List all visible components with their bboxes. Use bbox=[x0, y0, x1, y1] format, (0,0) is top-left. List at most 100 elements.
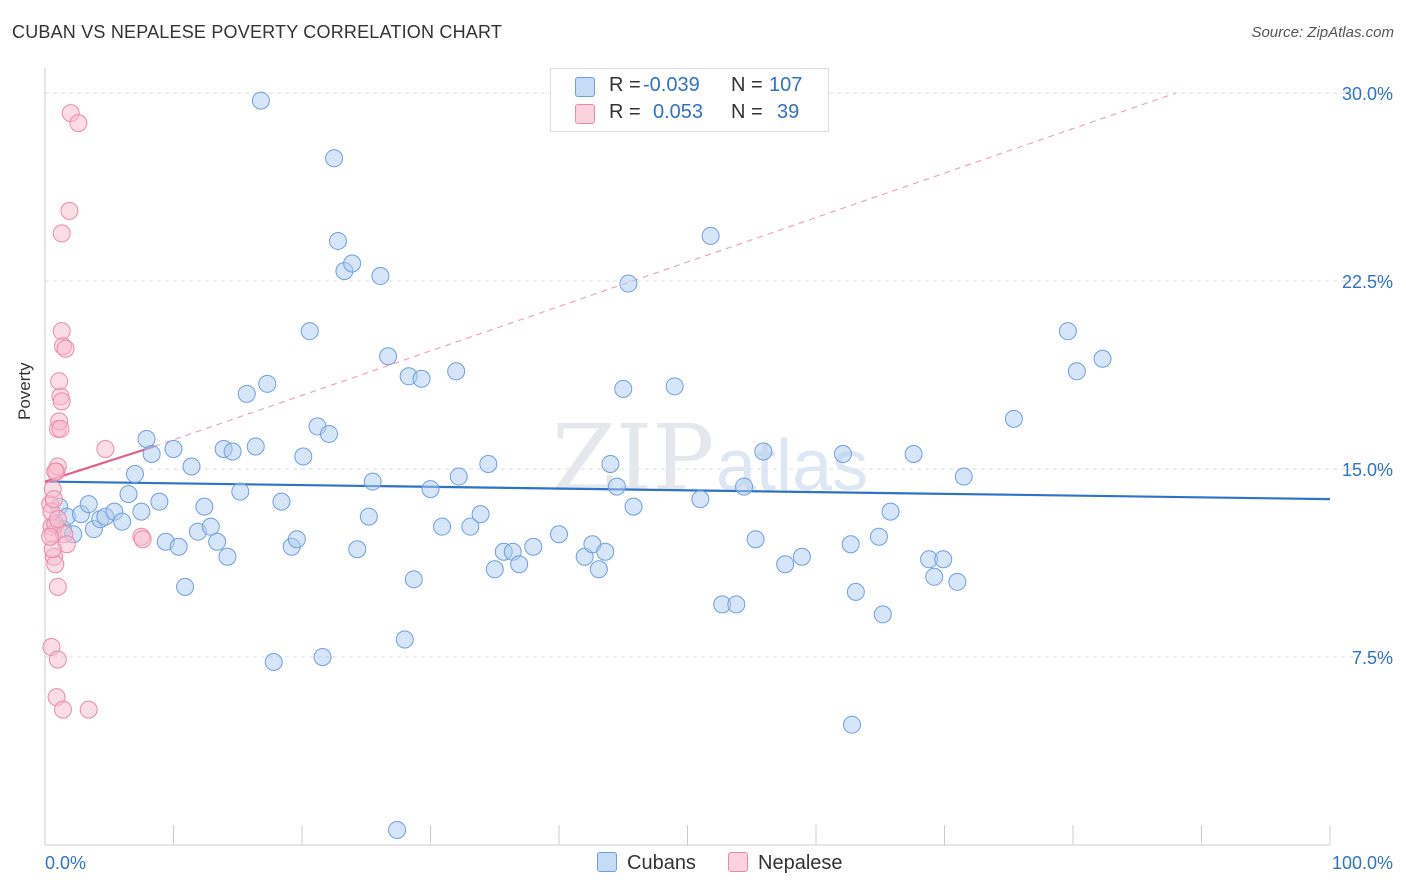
nepalese-legend-swatch bbox=[728, 852, 748, 872]
cubans-point bbox=[619, 274, 638, 293]
cubans-point bbox=[150, 492, 169, 511]
cubans-point bbox=[596, 542, 615, 561]
nepalese-point bbox=[51, 419, 70, 438]
nepalese-point bbox=[44, 490, 63, 509]
y-tick-label: 7.5% bbox=[1352, 648, 1393, 668]
nepalese-point bbox=[96, 439, 115, 458]
cubans-point bbox=[388, 820, 407, 839]
cubans-point bbox=[379, 347, 398, 366]
watermark: ZIP atlas bbox=[552, 405, 868, 512]
cubans-point bbox=[1058, 322, 1077, 341]
nepalese-point bbox=[48, 650, 67, 669]
cubans-point bbox=[237, 384, 256, 403]
cubans-point bbox=[325, 149, 344, 168]
cubans-point bbox=[328, 231, 347, 250]
y-axis-label: Poverty bbox=[15, 362, 34, 420]
y-tick-label: 22.5% bbox=[1342, 272, 1393, 292]
cubans-point bbox=[1093, 349, 1112, 368]
nepalese-point bbox=[52, 322, 71, 341]
legend-item-cubans[interactable]: Cubans bbox=[597, 852, 696, 875]
nepalese-point bbox=[50, 372, 69, 391]
cubans-point bbox=[223, 442, 242, 461]
tick-labels: 7.5% 15.0% 22.5% 30.0% 0.0% 100.0% bbox=[45, 84, 1393, 873]
cubans-point bbox=[395, 630, 414, 649]
nepalese-points bbox=[41, 104, 152, 719]
cubans-point bbox=[461, 517, 480, 536]
x-tick-label: 0.0% bbox=[45, 853, 86, 873]
nepalese-point bbox=[41, 527, 60, 546]
cubans-point bbox=[132, 502, 151, 521]
stats-legend: R = -0.039 N = 107 R = 0.053 N = 39 bbox=[550, 68, 829, 132]
cubans-point bbox=[510, 555, 529, 574]
nepalese-trend-extension bbox=[154, 92, 1176, 448]
cubans-r-label: R = bbox=[609, 74, 641, 96]
cubans-legend-label: Cubans bbox=[627, 852, 696, 874]
cubans-point bbox=[313, 648, 332, 667]
cubans-point bbox=[746, 530, 765, 549]
nepalese-point bbox=[52, 392, 71, 411]
cubans-point bbox=[125, 465, 144, 484]
nepalese-point bbox=[48, 577, 67, 596]
cubans-point bbox=[776, 555, 795, 574]
cubans-point bbox=[846, 582, 865, 601]
cubans-point bbox=[208, 532, 227, 551]
watermark-atlas: atlas bbox=[716, 426, 868, 506]
cubans-point bbox=[447, 362, 466, 381]
cubans-point bbox=[691, 490, 710, 509]
legend-item-nepalese[interactable]: Nepalese bbox=[728, 852, 843, 875]
cubans-point bbox=[948, 572, 967, 591]
cubans-point bbox=[404, 570, 423, 589]
cubans-legend-swatch bbox=[597, 852, 617, 872]
cubans-point bbox=[246, 437, 265, 456]
cubans-r-value: -0.039 bbox=[643, 74, 700, 96]
nepalese-point bbox=[133, 530, 152, 549]
cubans-point bbox=[550, 525, 568, 544]
cubans-point bbox=[348, 540, 367, 559]
cubans-point bbox=[934, 550, 953, 569]
cubans-point bbox=[607, 477, 626, 496]
cubans-point bbox=[272, 492, 291, 511]
cubans-points bbox=[46, 91, 1112, 839]
cubans-point bbox=[479, 455, 498, 474]
cubans-point bbox=[904, 444, 923, 463]
cubans-point bbox=[258, 374, 277, 393]
cubans-point bbox=[300, 322, 319, 341]
chart-title: CUBAN VS NEPALESE POVERTY CORRELATION CH… bbox=[12, 22, 503, 42]
cubans-point bbox=[841, 535, 860, 554]
y-tick-label: 15.0% bbox=[1342, 460, 1393, 480]
cubans-point bbox=[701, 226, 720, 245]
nepalese-point bbox=[52, 224, 71, 243]
cubans-point bbox=[182, 457, 201, 476]
cubans-point bbox=[201, 517, 220, 536]
nepalese-point bbox=[60, 201, 79, 220]
nepalese-point bbox=[46, 462, 65, 481]
nepalese-point bbox=[79, 700, 98, 719]
x-tick-label: 100.0% bbox=[1332, 853, 1393, 873]
cubans-point bbox=[195, 497, 214, 516]
cubans-point bbox=[119, 485, 138, 504]
cubans-swatch bbox=[575, 77, 595, 97]
grid-lines bbox=[45, 92, 1392, 658]
cubans-point bbox=[925, 567, 944, 586]
cubans-point bbox=[727, 595, 746, 614]
cubans-point bbox=[113, 512, 132, 531]
cubans-point bbox=[287, 530, 306, 549]
cubans-point bbox=[218, 547, 237, 566]
nepalese-swatch bbox=[575, 104, 595, 124]
cubans-point bbox=[412, 369, 431, 388]
cubans-point bbox=[164, 439, 183, 458]
cubans-point bbox=[79, 495, 98, 514]
nepalese-n-label: N = bbox=[731, 101, 763, 123]
cubans-point bbox=[881, 502, 900, 521]
cubans-point bbox=[137, 429, 156, 448]
watermark-zip: ZIP bbox=[552, 405, 714, 512]
nepalese-point bbox=[56, 339, 75, 358]
y-tick-label: 30.0% bbox=[1342, 84, 1393, 104]
cubans-point bbox=[343, 254, 362, 273]
cubans-point bbox=[251, 91, 270, 110]
cubans-point bbox=[264, 653, 283, 672]
nepalese-point bbox=[46, 555, 65, 574]
cubans-point bbox=[485, 560, 504, 579]
nepalese-point bbox=[48, 510, 67, 529]
